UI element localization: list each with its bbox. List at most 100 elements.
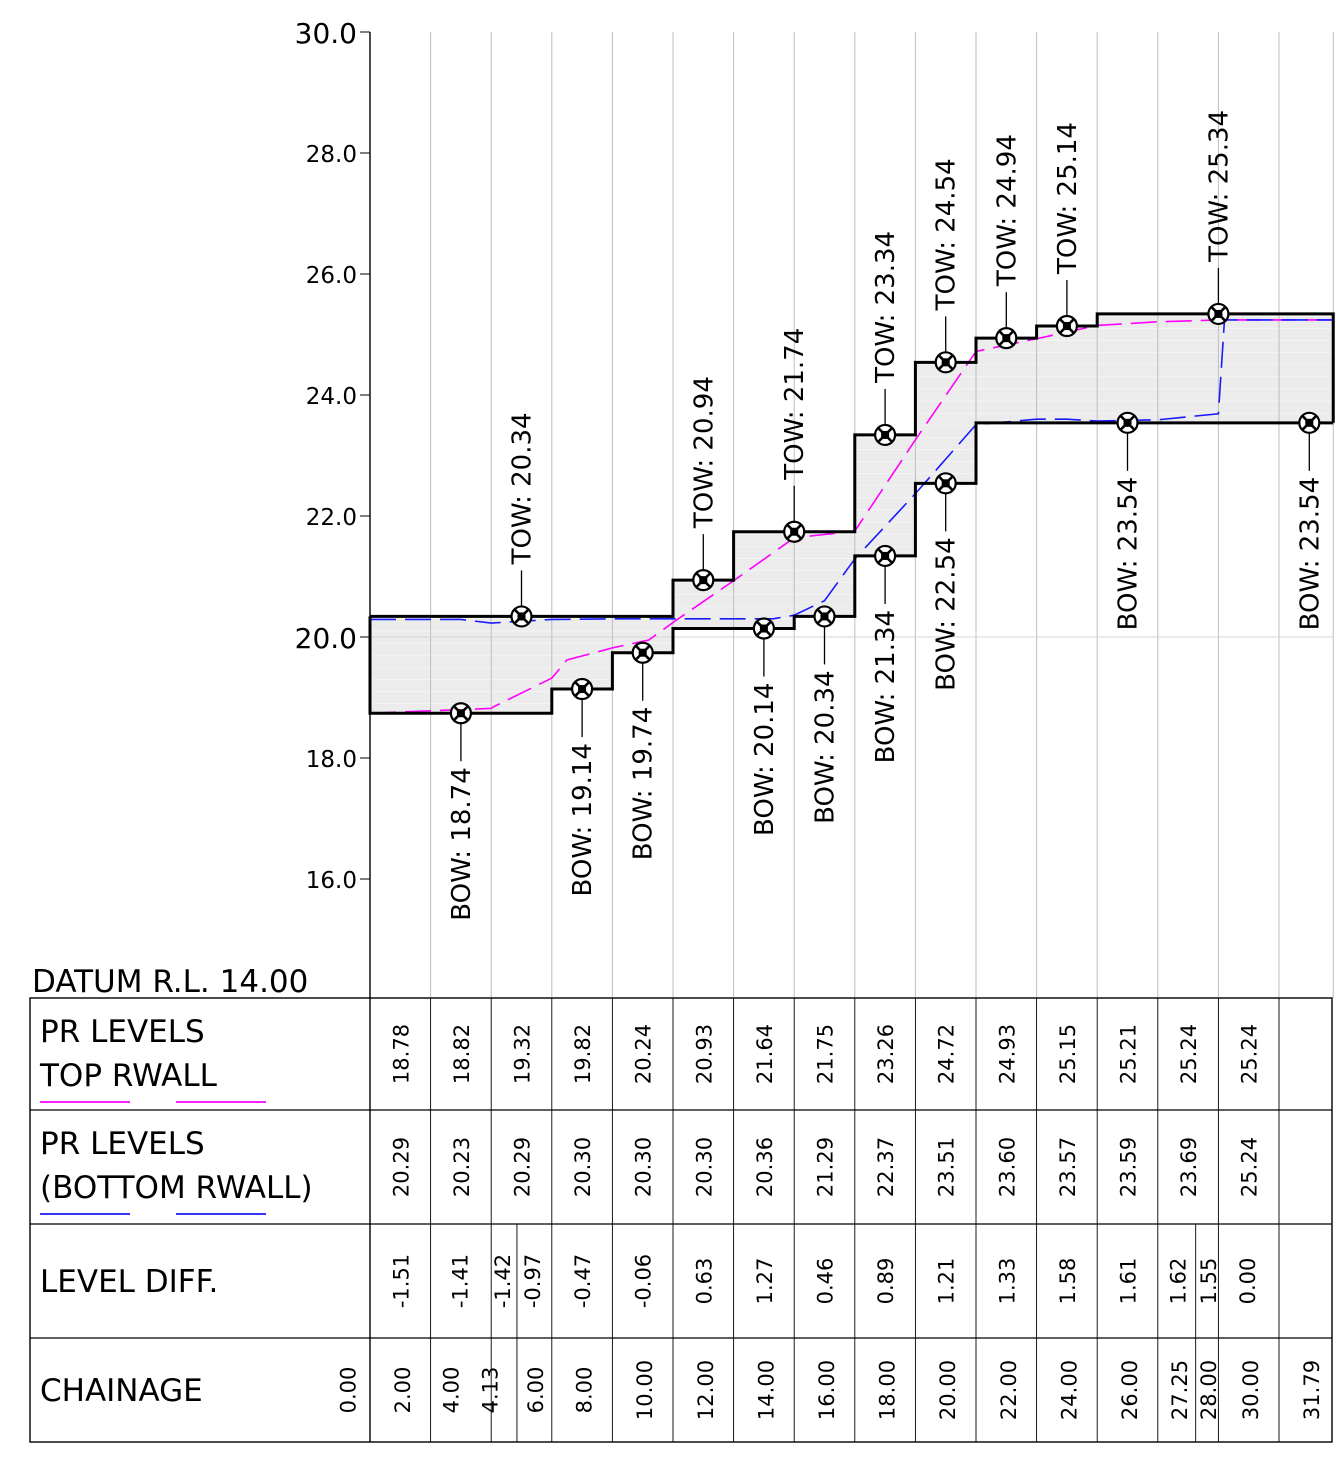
table-cell-value: 25.24 <box>1238 1137 1262 1197</box>
table-cell-value: 1.62 <box>1166 1258 1190 1305</box>
bow-label: BOW: 21.34 <box>871 610 901 764</box>
table-cell-value: 18.78 <box>389 1024 413 1084</box>
table-cell-value: 0.89 <box>874 1258 898 1305</box>
wall-section-fill <box>370 313 1334 714</box>
table-cell-value: 0.63 <box>692 1258 716 1305</box>
y-tick-label: 30.0 <box>295 17 357 50</box>
profile-table: PR LEVELS TOP RWALL 18.78 18.82 19.32 19.82 20… <box>29 997 1333 1443</box>
table-cell-value: 1.61 <box>1117 1258 1141 1305</box>
wall-section-shading <box>370 313 1334 714</box>
tow-label: TOW: 23.34 <box>871 231 901 384</box>
marker-center <box>1305 418 1314 427</box>
table-cell-value: 25.21 <box>1117 1024 1141 1084</box>
table-cell-value: 24.72 <box>935 1024 959 1084</box>
table-cell-value: 21.64 <box>753 1024 777 1084</box>
table-cell-value: 10.00 <box>633 1360 657 1420</box>
tow-label: TOW: 24.94 <box>992 134 1022 287</box>
table-cell-value: 24.93 <box>995 1024 1019 1084</box>
datum-label: DATUM R.L. 14.00 <box>32 964 308 1000</box>
table-cell-value: 18.00 <box>876 1360 900 1420</box>
table-cell-value: 24.00 <box>1057 1360 1081 1420</box>
tow-label: TOW: 25.34 <box>1204 110 1234 263</box>
table-cell-value: 25.24 <box>1238 1024 1262 1084</box>
table-cell-value: 1.58 <box>1056 1258 1080 1305</box>
table-row-label: CHAINAGE <box>40 1373 203 1409</box>
table-cell-value: 19.82 <box>571 1024 595 1084</box>
marker-center <box>638 648 647 657</box>
bow-label: BOW: 23.54 <box>1114 477 1144 630</box>
table-cell-value: 25.24 <box>1177 1024 1201 1084</box>
marker-center <box>941 479 950 488</box>
table-cell-value: 30.00 <box>1239 1360 1263 1420</box>
table-cell-value: 27.25 <box>1168 1360 1192 1420</box>
level-point-marker <box>783 520 806 543</box>
level-point-marker <box>1116 411 1139 434</box>
table-cell-value: 1.21 <box>935 1258 959 1305</box>
level-point-marker <box>873 423 897 447</box>
table-row-label: PR LEVELS <box>40 1014 205 1050</box>
table-cell-value: 18.82 <box>450 1024 474 1084</box>
table-row-label: (BOTTOM RWALL) <box>40 1170 313 1206</box>
y-tick-label: 26.0 <box>306 263 357 289</box>
bow-label: BOW: 18.74 <box>447 767 477 921</box>
y-tick-label: 22.0 <box>306 505 357 531</box>
marker-center <box>1062 322 1071 331</box>
table-cell-value: 12.00 <box>694 1360 718 1420</box>
marker-center <box>456 709 465 718</box>
table-cell-value: 19.32 <box>511 1024 535 1084</box>
marker-center <box>881 551 890 560</box>
marker-center <box>820 612 829 621</box>
tow-label: TOW: 24.54 <box>932 158 962 311</box>
level-point-marker <box>934 351 957 374</box>
table-cell-value: 0.00 <box>336 1367 360 1414</box>
table-cell-value: 23.57 <box>1056 1137 1080 1197</box>
bow-label: BOW: 19.14 <box>568 743 598 897</box>
marker-center <box>881 430 890 439</box>
marker-center <box>699 576 708 585</box>
table-cell-value: -0.06 <box>632 1254 656 1308</box>
table-cell-value: 20.29 <box>511 1137 535 1197</box>
tow-label: TOW: 25.14 <box>1053 122 1083 275</box>
table-cell-value: 20.30 <box>571 1137 595 1197</box>
table-cell-value: 20.30 <box>692 1137 716 1197</box>
table-cell-value: 20.00 <box>936 1360 960 1420</box>
table-cell-value: 22.37 <box>874 1137 898 1197</box>
tow-label: TOW: 21.74 <box>780 328 810 481</box>
table-cell-value: 20.93 <box>692 1024 716 1084</box>
y-tick-label: 20.0 <box>295 622 357 655</box>
marker-center <box>517 612 526 621</box>
table-cell-value: 0.46 <box>814 1258 838 1305</box>
bow-label: BOW: 20.14 <box>750 683 780 837</box>
marker-center <box>790 527 799 536</box>
level-point-marker <box>873 544 897 568</box>
level-point-marker <box>995 327 1018 350</box>
bow-label: BOW: 20.34 <box>811 670 841 824</box>
table-cell-value: 23.51 <box>935 1137 959 1197</box>
table-cell-value: -0.97 <box>521 1254 545 1308</box>
table-cell-value: -1.41 <box>448 1254 472 1308</box>
level-point-marker <box>692 569 715 592</box>
bow-label: BOW: 22.54 <box>932 537 962 691</box>
table-cell-value: 20.23 <box>450 1137 474 1197</box>
table-cell-value: 28.00 <box>1197 1360 1221 1420</box>
marker-center <box>1214 309 1223 318</box>
y-tick-label: 24.0 <box>306 384 357 410</box>
table-cell-value: 20.24 <box>632 1024 656 1084</box>
table-cell-value: 20.36 <box>753 1137 777 1197</box>
marker-center <box>1002 334 1011 343</box>
level-point-marker <box>570 677 594 701</box>
table-cell-value: 20.30 <box>632 1137 656 1197</box>
level-point-marker <box>813 605 836 628</box>
table-cell-value: 22.00 <box>997 1360 1021 1420</box>
table-cell-value: 25.15 <box>1056 1024 1080 1084</box>
level-point-marker <box>752 617 776 640</box>
table-cell-value: 21.75 <box>814 1024 838 1084</box>
table-cell-value: 20.29 <box>389 1137 413 1197</box>
table-cell-value: 21.29 <box>814 1137 838 1197</box>
table-row-label: LEVEL DIFF. <box>40 1264 218 1300</box>
marker-center <box>759 624 768 633</box>
level-point-marker <box>1298 411 1321 434</box>
bow-label: BOW: 19.74 <box>629 707 659 861</box>
level-point-marker <box>1055 314 1079 338</box>
table-cell-value: -1.42 <box>491 1254 515 1308</box>
